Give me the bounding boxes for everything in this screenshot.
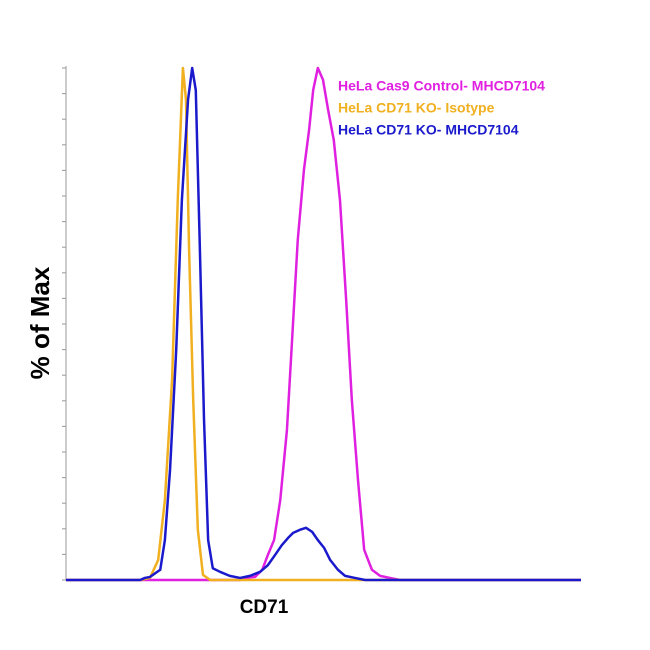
legend-entry: HeLa CD71 KO- Isotype [338,100,495,116]
x-axis-label: CD71 [240,597,289,618]
legend-entry: HeLa CD71 KO- MHCD7104 [338,122,519,138]
histogram-line [66,66,581,582]
y-axis-label: % of Max [25,266,55,379]
histogram-line [66,66,581,582]
legend-entry: HeLa Cas9 Control- MHCD7104 [338,78,545,94]
histogram-line [66,66,581,582]
